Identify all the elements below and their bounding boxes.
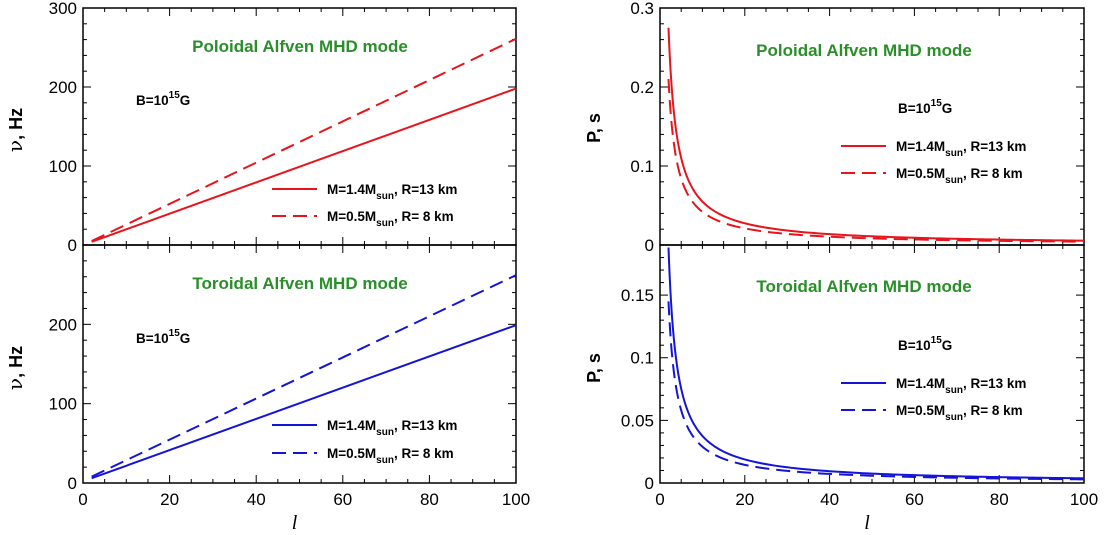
y-axis-label: P, s (584, 353, 604, 383)
x-tick-label: 40 (820, 490, 839, 509)
x-tick-label: 80 (990, 490, 1009, 509)
legend-label: M=1.4Msun, R=13 km (327, 418, 457, 438)
y-tick-label: 0.1 (630, 157, 654, 176)
panel-right-top: 0 0.1 0.2 0.3 P, s Poloidal Alfven MHD mode B=… (584, 0, 1085, 255)
x-axis-label: l (864, 512, 870, 534)
panel-title: Toroidal Alfven MHD mode (192, 274, 407, 293)
legend-label: M=0.5Msun, R= 8 km (896, 166, 1023, 186)
x-tick-label: 60 (905, 490, 924, 509)
x-axis-label: l (292, 512, 298, 534)
y-tick-label: 200 (49, 78, 77, 97)
x-tick-label: 80 (420, 490, 439, 509)
field-annotation: B=1015G (136, 90, 190, 108)
series-line-dashed (91, 274, 517, 478)
x-tick-label: 60 (333, 490, 352, 509)
x-tick-label: 20 (160, 490, 179, 509)
field-annotation: B=1015G (898, 335, 952, 353)
y-tick-label: 0 (645, 474, 654, 493)
panel-left-bottom: 0 20 40 60 80 100 l 0 100 200 ν, Hz Toroidal Alfven… (3, 244, 530, 534)
y-tick-label: 0.2 (630, 78, 654, 97)
panel-right-bottom: 0 20 40 60 80 100 l 0 0.05 0.1 0.15 P, s Toroidal Al… (584, 244, 1098, 534)
series-line-dashed (91, 37, 517, 242)
series-line-dashed (667, 79, 1085, 243)
series-line-solid (91, 324, 517, 480)
y-tick-label: 300 (49, 0, 77, 18)
y-axis-label: ν, Hz (3, 346, 27, 390)
legend-label: M=0.5Msun, R= 8 km (327, 209, 454, 229)
series-line-dashed (667, 301, 1085, 481)
x-tick-label: 20 (735, 490, 754, 509)
panel-title: Poloidal Alfven MHD mode (192, 37, 408, 56)
x-tick-label: 100 (1070, 490, 1098, 509)
field-annotation: B=1015G (136, 328, 190, 346)
legend-label: M=0.5Msun, R= 8 km (896, 403, 1023, 423)
y-tick-label: 100 (49, 157, 77, 176)
series-line-solid (667, 247, 1085, 480)
x-tick-label: 0 (78, 490, 87, 509)
y-tick-label: 0.3 (630, 0, 654, 18)
y-axis-label: P, s (584, 113, 604, 143)
y-axis-label: ν, Hz (3, 108, 27, 152)
y-tick-label: 200 (49, 315, 77, 334)
series-line-solid (667, 27, 1085, 242)
legend-label: M=1.4Msun, R=13 km (327, 182, 457, 202)
y-tick-label: 0 (645, 236, 654, 255)
field-annotation: B=1015G (898, 98, 952, 116)
legend-label: M=1.4Msun, R=13 km (896, 376, 1026, 396)
y-tick-label: 0.05 (621, 411, 654, 430)
series-line-solid (91, 87, 517, 243)
y-tick-label: 0.1 (630, 349, 654, 368)
y-tick-label: 0 (68, 474, 77, 493)
x-tick-label: 0 (655, 490, 664, 509)
panel-title: Poloidal Alfven MHD mode (756, 41, 972, 60)
x-tick-label: 100 (502, 490, 530, 509)
legend-label: M=1.4Msun, R=13 km (896, 139, 1026, 159)
y-tick-label: 0 (68, 236, 77, 255)
x-tick-label: 40 (247, 490, 266, 509)
panel-left-top: 0 100 200 300 ν, Hz Poloidal Alfven MHD mode B… (3, 0, 517, 255)
panel-title: Toroidal Alfven MHD mode (756, 277, 971, 296)
y-tick-label: 100 (49, 395, 77, 414)
y-tick-label: 0.15 (621, 286, 654, 305)
legend-label: M=0.5Msun, R= 8 km (327, 446, 454, 466)
